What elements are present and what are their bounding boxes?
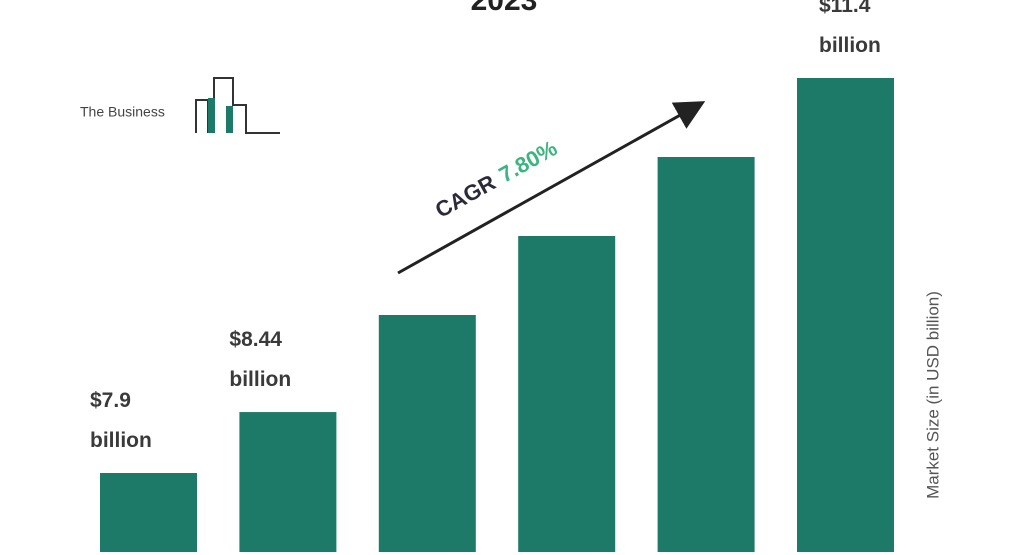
logo: The Business (80, 77, 280, 134)
logo-text: The Business (80, 104, 165, 120)
bar (239, 412, 337, 552)
bar (378, 315, 476, 552)
y-axis-label: Market Size (in USD billion) (923, 291, 942, 499)
logo-accent (226, 106, 233, 133)
bar (100, 473, 197, 552)
logo-building (213, 77, 280, 134)
logo-building (195, 99, 209, 133)
cagr-annotation: CAGR 7.80% (431, 135, 561, 222)
value-label: $7.9 billion (90, 389, 152, 452)
bar (657, 157, 755, 552)
cagr-label: CAGR (431, 169, 500, 222)
bar (797, 78, 894, 552)
value-label: $11.4 billion (819, 0, 881, 57)
cagr-value: 7.80% (495, 135, 562, 187)
chart-title: 2023 (471, 0, 538, 17)
logo-accent (208, 98, 215, 133)
bar (518, 236, 616, 552)
cagr-arrow (397, 101, 706, 275)
value-label: $8.44 billion (229, 328, 292, 392)
